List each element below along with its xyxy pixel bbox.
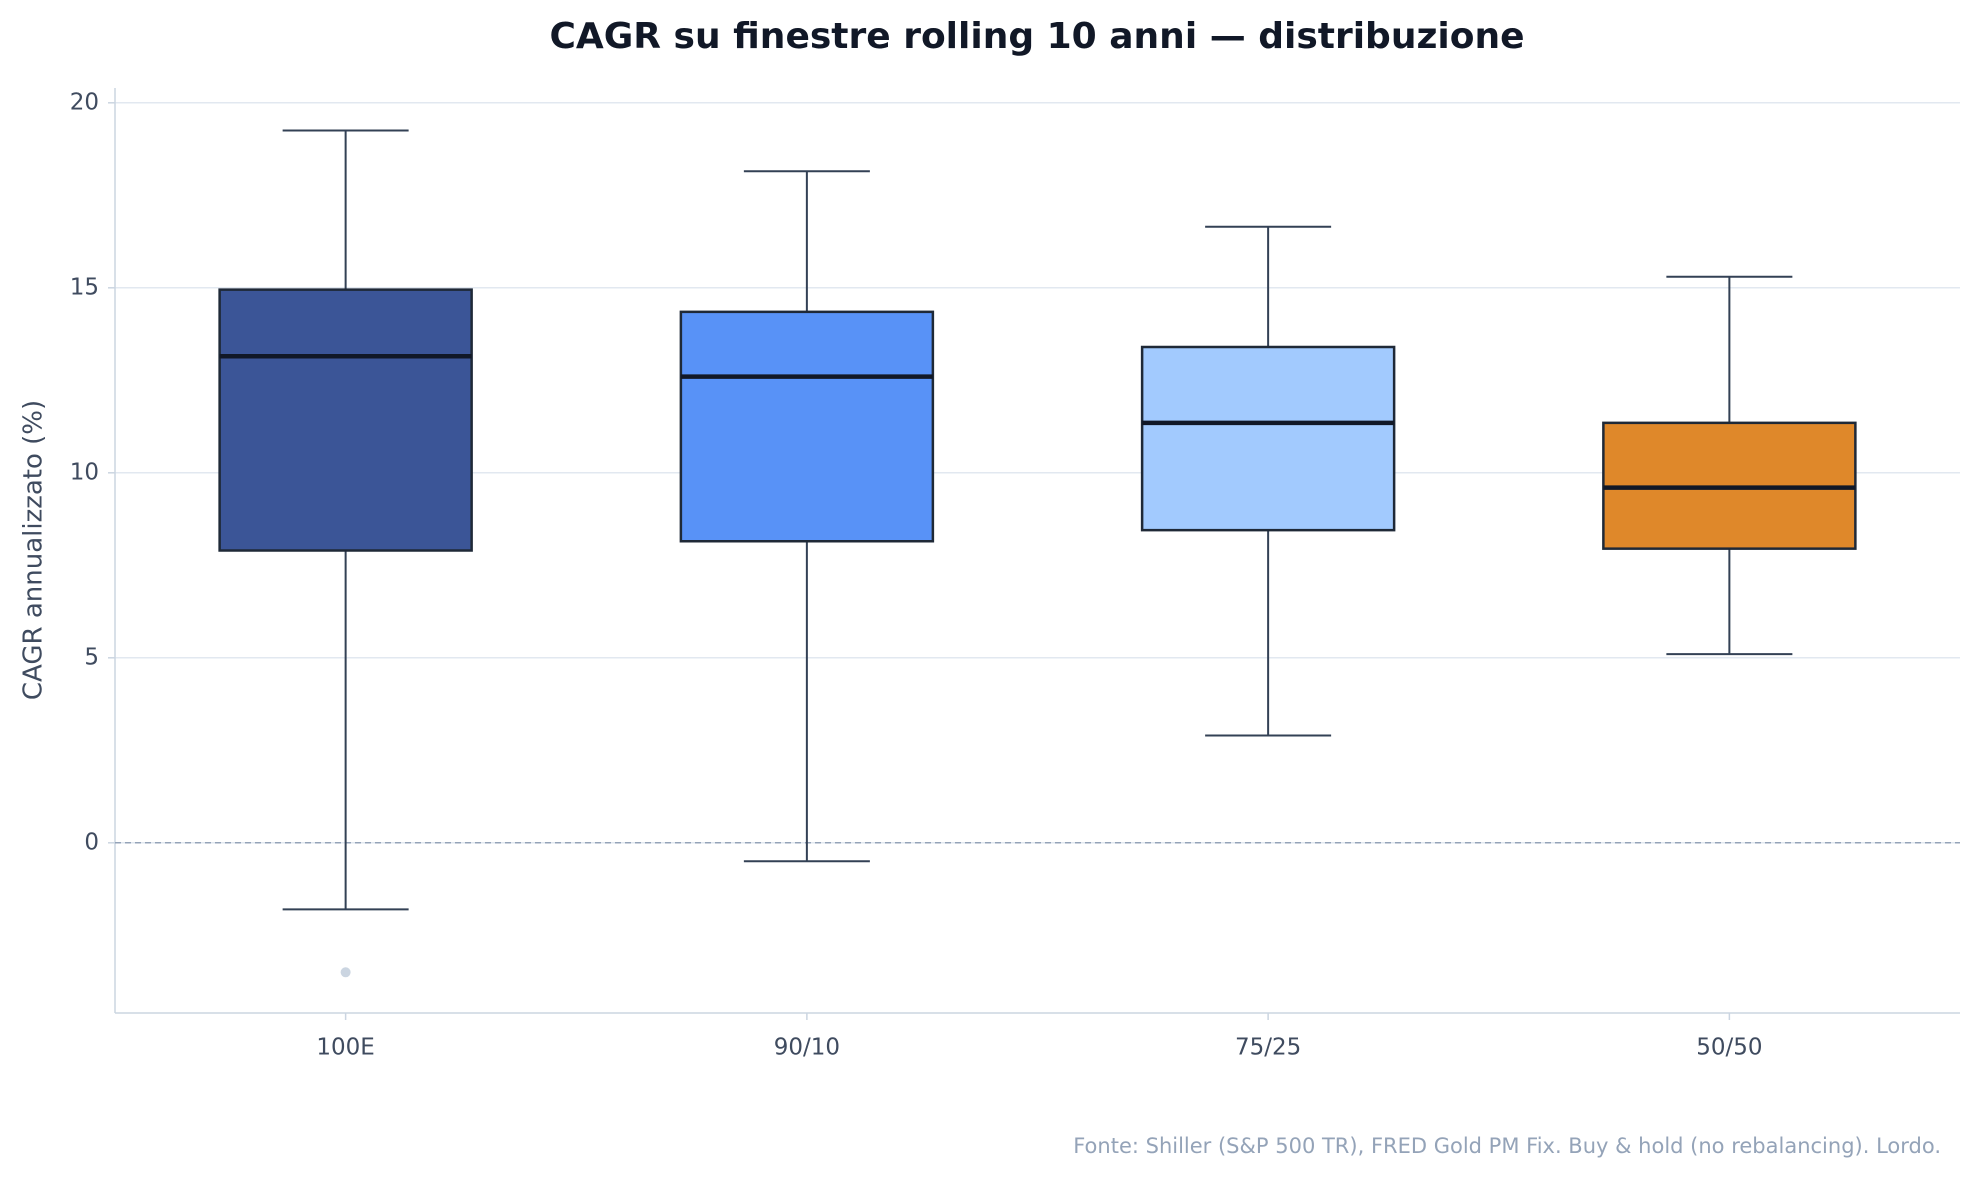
box <box>1140 345 1396 532</box>
y-tick-label: 15 <box>70 274 99 300</box>
chart-title: CAGR su finestre rolling 10 anni — distr… <box>549 16 1524 57</box>
x-tick-label: 50/50 <box>1696 1035 1762 1061</box>
x-tick-label: 75/25 <box>1235 1035 1301 1061</box>
y-axis-label: CAGR annualizzato (%) <box>19 400 49 700</box>
y-tick-label: 10 <box>70 459 99 485</box>
y-tick-label: 0 <box>84 829 99 855</box>
y-tick-label: 20 <box>70 89 99 115</box>
source-note: Fonte: Shiller (S&P 500 TR), FRED Gold P… <box>1073 1134 1941 1158</box>
outlier <box>340 967 351 978</box>
y-tick-label: 5 <box>84 644 99 670</box>
box <box>218 288 473 552</box>
box <box>679 310 935 543</box>
x-tick-label: 90/10 <box>774 1035 840 1061</box>
x-tick-label: 100E <box>316 1035 374 1061</box>
